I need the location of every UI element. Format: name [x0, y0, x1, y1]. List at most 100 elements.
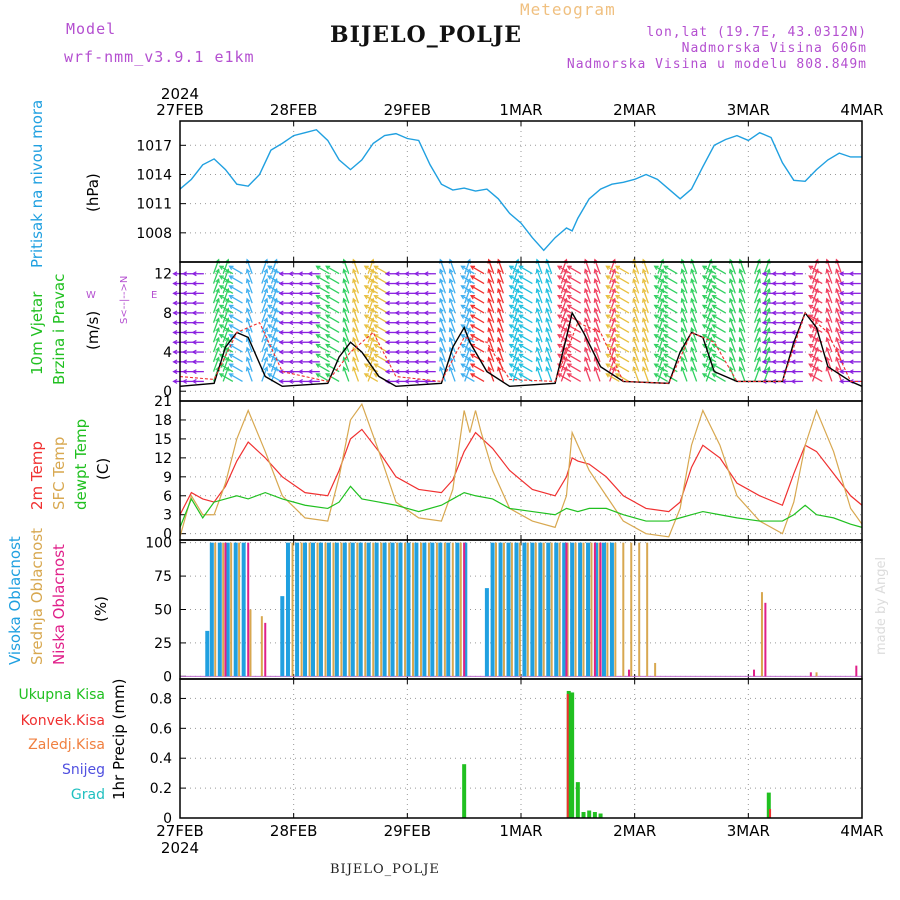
- cloud-mid-bar: [404, 542, 407, 677]
- model-elevation-label: Nadmorska Visina u modelu 808.849m: [566, 57, 867, 72]
- x-tick-bottom-6: 4MAR: [840, 822, 883, 840]
- cloud-high-bar: [538, 542, 543, 677]
- cloud-high-bar: [446, 542, 451, 677]
- cloud-mid-label: Srednja Oblacnost: [28, 528, 46, 665]
- cloud-high-bar: [303, 542, 308, 677]
- cloud-low-bar: [565, 542, 568, 677]
- cloud-high-bar: [310, 542, 315, 677]
- cloud-mid-bar: [412, 542, 415, 677]
- precip-total-bar: [462, 764, 467, 818]
- wind-subtitle: Brzina i Pravac: [50, 274, 68, 385]
- temp-sfc-line: [179, 402, 863, 538]
- precip-total-bar: [570, 692, 575, 818]
- temp-dewpt-line: [179, 485, 863, 528]
- cloud-mid-bar: [566, 542, 569, 677]
- y-tick-label: 18: [154, 413, 172, 429]
- cloud-mid-bar: [558, 542, 561, 677]
- cloud-high-bar: [484, 588, 489, 677]
- cloud-high-bar: [285, 542, 290, 677]
- y-tick-label: 1014: [136, 167, 172, 183]
- precip-total-bar: [575, 782, 580, 818]
- y-tick-label: 6: [163, 489, 172, 505]
- cloud-mid-bar: [291, 542, 294, 677]
- year-label-top: 2024: [161, 85, 199, 103]
- cloud-high-bar: [514, 542, 519, 677]
- precip-total-bar: [581, 812, 586, 818]
- cloud-high-bar: [490, 542, 495, 677]
- y-tick-label: 75: [154, 569, 172, 585]
- precip-total-bar: [587, 810, 592, 818]
- cloud-mid-bar: [332, 542, 335, 677]
- wind-gust-line: [179, 311, 862, 384]
- meteogram-label: Meteogram: [520, 0, 616, 19]
- cloud-high-bar: [438, 542, 443, 677]
- cloud-mid-bar: [510, 542, 513, 677]
- cloud-mid-bar: [582, 542, 585, 677]
- cloud-low-bar: [753, 669, 756, 677]
- cloud-high-bar: [205, 630, 210, 677]
- cloud-high-bar: [280, 596, 285, 677]
- cloud-mid-bar: [388, 542, 391, 677]
- elevation-label: Nadmorska Visina 606m: [681, 41, 867, 56]
- cloud-high-bar: [398, 542, 403, 677]
- y-tick-label: 0: [163, 811, 172, 827]
- cloud-mid-bar: [574, 542, 577, 677]
- cloud-mid-bar: [222, 542, 225, 677]
- x-tick-top-3: 1MAR: [499, 101, 542, 119]
- panel-frame-4: [179, 678, 863, 819]
- cloud-high-bar: [455, 542, 460, 677]
- cloud-high-bar: [366, 542, 371, 677]
- cloud-mid-bar: [638, 542, 641, 677]
- cloud-high-bar: [358, 542, 363, 677]
- cloud-high-bar: [570, 542, 575, 677]
- temp-dewpt-label: dewpt Temp: [72, 419, 90, 510]
- pressure-ylabel: (hPa): [84, 173, 102, 212]
- cloud-mid-bar: [300, 542, 303, 677]
- pressure-title: Pritisak na nivou mora: [28, 100, 46, 268]
- temp-2m-label: 2m Temp: [28, 441, 46, 510]
- cloud-mid-bar: [214, 542, 217, 677]
- cloud-high-bar: [209, 542, 214, 677]
- y-tick-label: 1017: [136, 138, 172, 154]
- cloud-mid-bar: [260, 616, 263, 677]
- cloud-mid-bar: [364, 542, 367, 677]
- temp-2m-line: [179, 428, 863, 516]
- y-tick-label: 100: [145, 536, 172, 552]
- cloud-mid-bar: [451, 542, 454, 677]
- cloud-mid-bar: [622, 542, 625, 677]
- y-tick-label: 12: [154, 267, 172, 283]
- y-tick-label: 0: [163, 527, 172, 543]
- y-tick-label: 0: [163, 669, 172, 685]
- cloud-mid-bar: [598, 542, 601, 677]
- cloud-mid-bar: [542, 542, 545, 677]
- cloud-high-bar: [374, 542, 379, 677]
- cloud-mid-bar: [340, 542, 343, 677]
- cloud-mid-bar: [815, 672, 818, 677]
- cloud-mid-bar: [654, 662, 657, 677]
- x-tick-bottom-4: 2MAR: [613, 822, 656, 840]
- cloud-low-label: Niska Oblacnost: [50, 544, 68, 665]
- compass-e: E: [151, 290, 157, 301]
- cloud-mid-bar: [760, 592, 763, 677]
- cloud-high-bar: [594, 542, 599, 677]
- footer-station: BIJELO_POLJE: [330, 862, 440, 877]
- cloud-mid-bar: [324, 542, 327, 677]
- cloud-high-label: Visoka Oblacnost: [6, 536, 24, 665]
- x-tick-bottom-5: 3MAR: [727, 822, 770, 840]
- wind-ylabel: (m/s): [84, 311, 102, 350]
- y-tick-label: 1008: [136, 226, 172, 242]
- temp-sfc-label: SFC Temp: [50, 437, 68, 510]
- y-tick-label: 0.8: [150, 691, 172, 707]
- cloud-low-bar: [264, 622, 267, 677]
- y-tick-label: 12: [154, 451, 172, 467]
- cloud-mid-bar: [646, 542, 649, 677]
- cloud-mid-bar: [435, 542, 438, 677]
- x-tick-top-6: 4MAR: [840, 101, 883, 119]
- cloud-mid-bar: [372, 542, 375, 677]
- x-tick-bottom-0: 27FEB: [156, 822, 203, 840]
- x-tick-top-0: 27FEB: [156, 101, 203, 119]
- precip-conv-label: Konvek.Kisa: [21, 713, 105, 729]
- cloud-mid-bar: [494, 542, 497, 677]
- x-tick-top-1: 28FEB: [270, 101, 317, 119]
